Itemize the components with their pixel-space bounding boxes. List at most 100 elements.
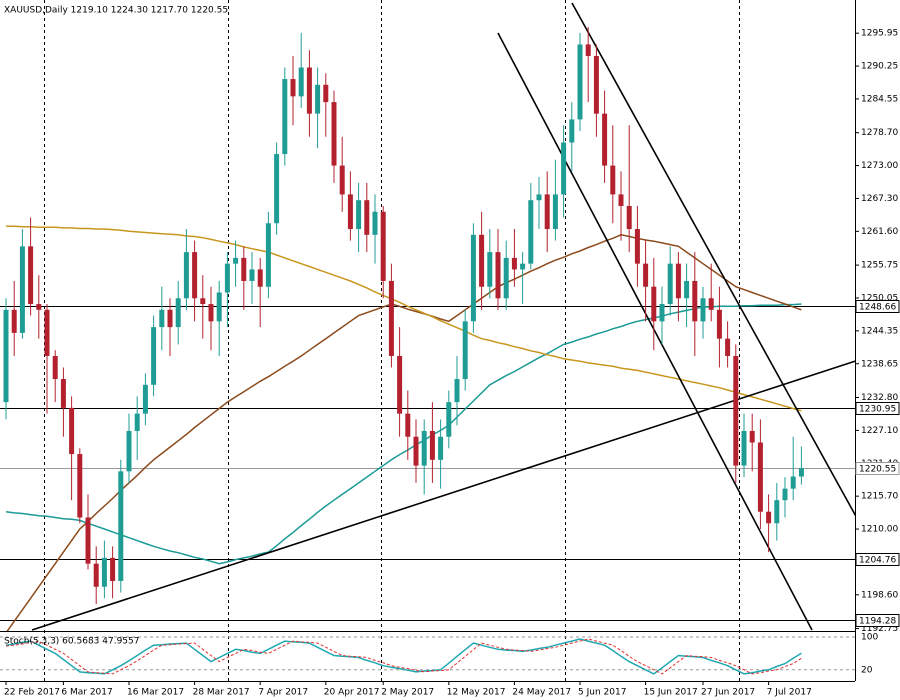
- candle-body: [274, 154, 280, 224]
- candle-body: [142, 384, 148, 414]
- candle-body: [421, 430, 427, 466]
- x-tick-label: 16 Mar 2017: [127, 688, 184, 698]
- y-tick-label: 1210.00: [861, 525, 898, 535]
- candle-body: [265, 223, 271, 287]
- candle-body: [118, 471, 124, 581]
- candle-body: [446, 402, 452, 437]
- candle-body: [331, 102, 337, 166]
- candle-body: [626, 205, 632, 230]
- candle-body: [470, 234, 476, 322]
- candle-body: [19, 246, 25, 333]
- x-tick-label: 24 May 2017: [512, 688, 571, 698]
- candle-body: [192, 252, 198, 299]
- candle-body: [429, 430, 435, 460]
- overlays: [5, 225, 802, 631]
- candle-body: [692, 280, 698, 322]
- candle-body: [618, 194, 624, 206]
- candle-body: [462, 321, 468, 380]
- y-tick-label: 1295.95: [861, 29, 898, 39]
- moving-average: [6, 225, 802, 412]
- candle-body: [561, 142, 567, 195]
- level-label: 1220.55: [859, 465, 896, 475]
- candle-body: [716, 309, 722, 339]
- candle-body: [77, 454, 83, 518]
- x-tick-label: 22 Feb 2017: [4, 688, 60, 698]
- candle-body: [110, 557, 116, 581]
- candle-body: [298, 67, 304, 97]
- candle-body: [503, 257, 509, 299]
- candle-body: [511, 257, 517, 270]
- y-tick-label: 1238.65: [861, 359, 898, 369]
- candle-body: [208, 304, 214, 322]
- y-tick-label: 1227.10: [861, 426, 898, 436]
- stochastic-line: [5, 638, 802, 675]
- candle-body: [675, 263, 681, 299]
- candle-body: [183, 252, 189, 299]
- candle-body: [405, 413, 411, 437]
- x-tick-label: 15 Jun 2017: [644, 688, 698, 698]
- candle-body: [790, 476, 796, 489]
- candle-body: [667, 263, 673, 305]
- candle-body: [495, 252, 501, 299]
- candle-body: [413, 436, 419, 466]
- y-tick-label: 1267.30: [861, 194, 898, 204]
- candle-body: [708, 298, 714, 310]
- candle-body: [602, 113, 608, 166]
- candle-body: [577, 44, 583, 120]
- chart-title: XAUUSD,Daily 1219.10 1224.30 1217.70 122…: [4, 6, 228, 16]
- candle-body: [749, 430, 755, 443]
- candle-body: [200, 298, 206, 305]
- indicator-tick-label: 100: [861, 633, 878, 643]
- candle-body: [28, 246, 34, 305]
- candle-body: [60, 379, 66, 408]
- trendlines: [31, 2, 855, 631]
- indicator-tick-label: 20: [861, 665, 873, 675]
- candle-body: [306, 67, 312, 114]
- candle-body: [167, 309, 173, 328]
- level-box: [855, 402, 900, 415]
- y-tick-label: 1215.70: [861, 492, 898, 502]
- y-tick-label: 1290.25: [861, 62, 898, 72]
- time-axis: 22 Feb 2017 6 Mar 2017 16 Mar 2017 28 Mar 2…: [4, 681, 812, 698]
- level-box: [855, 300, 900, 313]
- level-label: 1248.66: [859, 303, 896, 313]
- candle-body: [684, 280, 690, 299]
- y-tick-label: 1284.55: [861, 94, 898, 104]
- candle-body: [69, 407, 75, 455]
- x-tick-label: 12 May 2017: [447, 688, 506, 698]
- level-label: 1230.95: [859, 405, 896, 415]
- candle-body: [593, 55, 599, 114]
- candle-body: [339, 165, 345, 195]
- level-labels: 1248.66 1230.95 1220.55 1204.76 1194.28: [855, 300, 900, 627]
- candles: [3, 27, 804, 605]
- candle-body: [651, 286, 657, 322]
- level-box: [855, 462, 900, 475]
- candle-body: [528, 200, 534, 264]
- candle-body: [643, 263, 649, 287]
- x-tick-label: 2 May 2017: [381, 688, 434, 698]
- candle-body: [569, 119, 575, 143]
- candle-body: [634, 229, 640, 264]
- candle-body: [134, 413, 140, 431]
- candle-body: [610, 165, 616, 195]
- candle-body: [700, 298, 706, 322]
- candle-body: [93, 563, 99, 587]
- candle-body: [126, 430, 132, 472]
- candle-body: [766, 511, 772, 524]
- candle-body: [3, 309, 9, 403]
- candle-body: [249, 269, 255, 281]
- candle-body: [757, 442, 763, 512]
- y-tick-label: 1198.60: [861, 590, 898, 600]
- y-tick-label: 1232.80: [861, 393, 898, 403]
- x-tick-label: 6 Mar 2017: [61, 688, 112, 698]
- level-box: [855, 614, 900, 627]
- level-box: [855, 553, 900, 566]
- level-label: 1204.76: [859, 556, 896, 566]
- candle-body: [151, 327, 157, 385]
- candle-body: [585, 44, 591, 56]
- candle-body: [159, 309, 165, 328]
- candle-body: [257, 269, 263, 287]
- indicator-title: Stoch(5,3,3) 60.5683 47.9557: [4, 637, 139, 647]
